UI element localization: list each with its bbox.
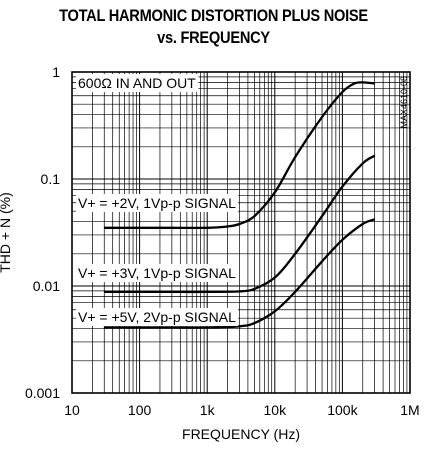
y-tick-label: 1: [52, 64, 60, 80]
series-line-2: [104, 154, 376, 294]
annotation-600ohm: 600Ω IN AND OUT: [78, 75, 196, 91]
plot-frame: [71, 71, 411, 394]
series-label-1: V+ = +2V, 1Vp-p SIGNAL: [78, 195, 236, 211]
annotation-layer: 600Ω IN AND OUT V+ = +2V, 1Vp-p SIGNAL V+ …: [76, 74, 239, 326]
x-tick-labels: 10 100 1k 10k 100k 1M: [64, 402, 420, 418]
series-label-3-bg: [76, 308, 239, 326]
part-number-label: MAX4610-08: [399, 76, 409, 129]
x-tick-label: 100: [128, 402, 152, 418]
y-tick-label: 0.01: [33, 278, 60, 294]
series-label-2: V+ = +3V, 1Vp-p SIGNAL: [78, 265, 236, 281]
y-tick-label: 0.1: [41, 171, 61, 187]
x-axis-label: FREQUENCY (Hz): [182, 426, 300, 442]
grid: [72, 72, 410, 393]
x-tick-label: 10k: [264, 402, 288, 418]
series-label-2-bg: [76, 264, 239, 282]
y-tick-label: 0.001: [25, 385, 60, 401]
annotation-600ohm-bg: [76, 74, 199, 92]
y-axis-label: THD + N (%): [0, 192, 13, 273]
series-label-3: V+ = +5V, 2Vp-p SIGNAL: [78, 309, 236, 325]
x-tick-label: 1M: [400, 402, 419, 418]
series-label-1-bg: [76, 194, 239, 212]
series-line-3: [104, 218, 376, 329]
series-layer: [104, 81, 376, 329]
x-tick-label: 1k: [200, 402, 216, 418]
y-tick-labels: 1 0.1 0.01 0.001: [25, 64, 60, 401]
x-tick-label: 100k: [327, 402, 358, 418]
series-line-1: [104, 81, 375, 230]
chart-subtitle: vs. FREQUENCY: [157, 28, 270, 47]
x-tick-label: 10: [64, 402, 80, 418]
chart-title: TOTAL HARMONIC DISTORTION PLUS NOISE: [59, 6, 368, 25]
